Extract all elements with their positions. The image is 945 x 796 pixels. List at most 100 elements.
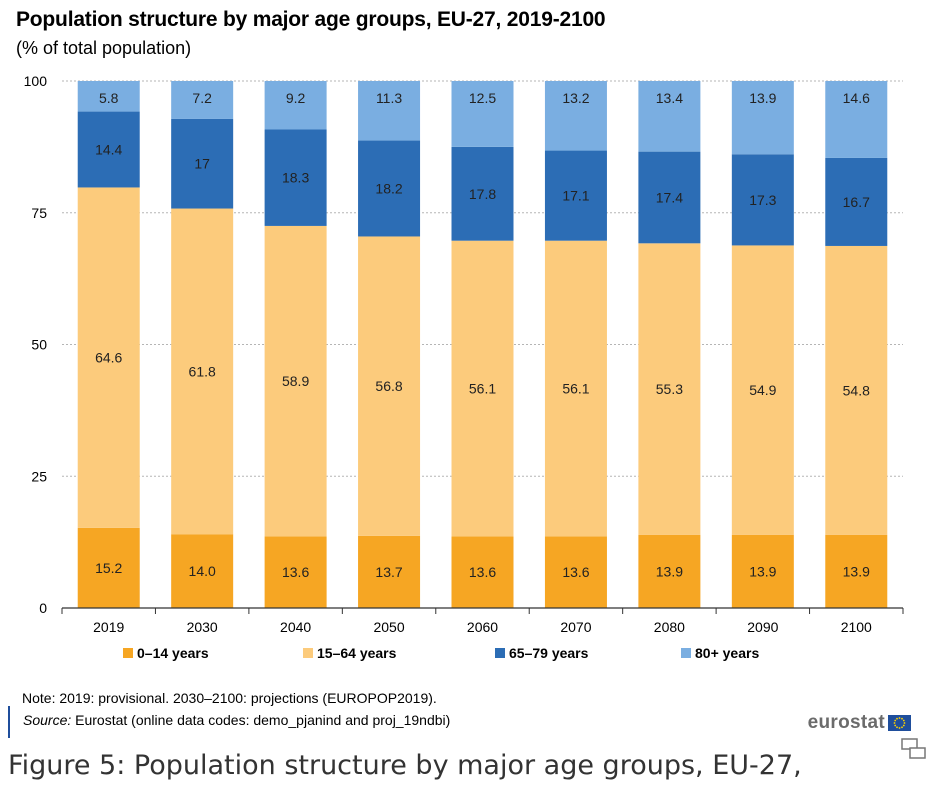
bar-segment [77, 111, 140, 188]
legend-label: 65–79 years [509, 645, 589, 661]
source-line: Source: Eurostat (online data codes: dem… [8, 706, 450, 738]
data-label: 61.8 [189, 363, 216, 379]
bar-segment [731, 534, 794, 608]
bar-segment [358, 81, 421, 141]
expand-icon[interactable] [901, 738, 927, 760]
bar-segment [638, 534, 701, 608]
bar-segment [77, 81, 140, 112]
data-label: 18.2 [375, 181, 402, 197]
data-label: 15.2 [95, 560, 122, 576]
y-tick-label: 75 [31, 205, 47, 221]
y-tick-label: 0 [39, 600, 47, 616]
x-tick-label: 2100 [841, 619, 872, 635]
bar-segment [171, 534, 234, 608]
bar-segment [638, 151, 701, 244]
bar-segment [77, 527, 140, 608]
eurostat-logo: eurostat [808, 712, 911, 734]
bar-segment [451, 81, 514, 147]
bar-segment [544, 150, 607, 241]
data-label: 13.6 [562, 564, 589, 580]
bar-segment [171, 208, 234, 535]
data-label: 54.8 [843, 382, 870, 398]
data-label: 13.4 [656, 90, 683, 106]
legend-label: 80+ years [695, 645, 759, 661]
bar-segment [451, 146, 514, 241]
data-label: 13.9 [656, 563, 683, 579]
data-label: 13.6 [469, 564, 496, 580]
logo-text: eurostat [807, 712, 885, 733]
legend-label: 0–14 years [137, 645, 209, 661]
data-label: 14.4 [95, 142, 122, 158]
data-label: 56.1 [562, 381, 589, 397]
legend-swatch [681, 648, 691, 658]
bar-segment [825, 81, 888, 158]
bar-segment [638, 81, 701, 152]
bar-segment [731, 154, 794, 246]
data-label: 7.2 [192, 90, 212, 106]
source-label: Source: [23, 712, 72, 728]
y-tick-label: 50 [31, 337, 47, 353]
bar-segment [731, 81, 794, 155]
x-tick-label: 2080 [654, 619, 685, 635]
data-label: 13.9 [843, 563, 870, 579]
legend-label: 15–64 years [317, 645, 397, 661]
source-text: Eurostat (online data codes: demo_pjanin… [71, 712, 451, 728]
data-label: 64.6 [95, 350, 122, 366]
data-label: 18.3 [282, 170, 309, 186]
legend-swatch [303, 648, 313, 658]
x-tick-label: 2050 [373, 619, 404, 635]
y-tick-label: 25 [31, 468, 47, 484]
data-label: 14.0 [189, 563, 216, 579]
x-tick-label: 2030 [187, 619, 218, 635]
chart-note: Note: 2019: provisional. 2030–2100: proj… [22, 690, 437, 706]
x-tick-label: 2060 [467, 619, 498, 635]
bar-segment [825, 245, 888, 535]
bar-segment [825, 534, 888, 608]
bar-segment [358, 140, 421, 237]
stacked-bar-chart: 0 25 50 75 100 15.2 64.6 14.4 5.8 2019 14.0 61.8 17 7… [24, 73, 904, 661]
data-label: 56.8 [375, 378, 402, 394]
data-label: 9.2 [286, 90, 306, 106]
data-label: 11.3 [376, 90, 402, 106]
bar-segment [358, 535, 421, 608]
data-label: 17.4 [656, 189, 683, 205]
data-label: 13.9 [749, 90, 776, 106]
legend-swatch [495, 648, 505, 658]
bar-segment [825, 157, 888, 246]
bar-segment [638, 243, 701, 535]
data-label: 13.7 [375, 564, 402, 580]
x-tick-label: 2040 [280, 619, 311, 635]
bar-segment [544, 240, 607, 537]
bar-segment [451, 240, 514, 537]
data-label: 55.3 [656, 381, 683, 397]
bar-segment [264, 536, 327, 608]
data-label: 14.6 [843, 90, 870, 106]
legend-swatch [123, 648, 133, 658]
bar-segment [544, 536, 607, 608]
bar-segment [264, 129, 327, 226]
data-label: 5.8 [99, 90, 119, 106]
data-label: 58.9 [282, 373, 309, 389]
data-label: 17.3 [749, 192, 776, 208]
y-tick-label: 100 [24, 73, 48, 89]
bar-segment [171, 118, 234, 209]
chart-title: Population structure by major age groups… [16, 8, 606, 31]
bar-segment [358, 236, 421, 536]
bar-segment [77, 187, 140, 528]
bar-segment [451, 536, 514, 608]
bar-segment [264, 81, 327, 130]
bar-segment [544, 81, 607, 151]
x-tick-label: 2070 [560, 619, 591, 635]
x-tick-label: 2090 [747, 619, 778, 635]
data-label: 13.6 [282, 564, 309, 580]
chart-subtitle: (% of total population) [16, 38, 192, 58]
data-label: 17 [194, 156, 210, 172]
data-label: 16.7 [843, 194, 870, 210]
data-label: 13.9 [749, 563, 776, 579]
x-tick-label: 2019 [93, 619, 124, 635]
data-label: 13.2 [562, 90, 589, 106]
bar-segment [171, 81, 234, 119]
bar-segment [264, 225, 327, 537]
data-label: 56.1 [469, 381, 496, 397]
eu-flag-icon [888, 715, 911, 731]
